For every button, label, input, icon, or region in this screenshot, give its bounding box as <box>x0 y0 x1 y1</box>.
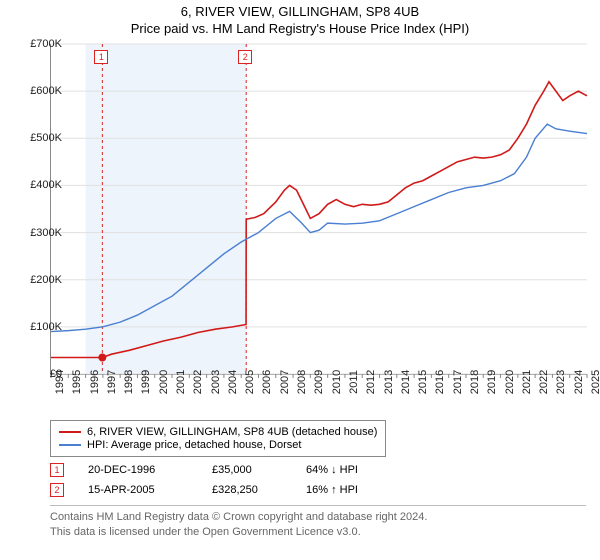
title-line-1: 6, RIVER VIEW, GILLINGHAM, SP8 4UB <box>0 4 600 19</box>
y-tick-label: £100K <box>30 321 62 333</box>
x-tick-label: 1994 <box>54 370 66 394</box>
event-marker-icon: 2 <box>50 483 64 497</box>
x-tick-label: 1996 <box>89 370 101 394</box>
x-tick-label: 2009 <box>313 370 325 394</box>
y-tick-label: £700K <box>30 38 62 50</box>
x-tick-label: 2019 <box>486 370 498 394</box>
x-tick-label: 2021 <box>521 370 533 394</box>
x-tick-label: 2010 <box>331 370 343 394</box>
x-tick-label: 2023 <box>555 370 567 394</box>
x-tick-label: 2022 <box>538 370 550 394</box>
plot-svg <box>51 44 587 374</box>
x-tick-label: 2003 <box>210 370 222 394</box>
chart-titles: 6, RIVER VIEW, GILLINGHAM, SP8 4UB Price… <box>0 0 600 36</box>
x-tick-label: 2008 <box>296 370 308 394</box>
x-tick-label: 1995 <box>71 370 83 394</box>
x-tick-label: 2000 <box>158 370 170 394</box>
event-row: 2 15-APR-2005 £328,250 16% ↑ HPI <box>50 483 586 497</box>
event-marker-icon: 1 <box>50 463 64 477</box>
legend: 6, RIVER VIEW, GILLINGHAM, SP8 4UB (deta… <box>50 420 386 457</box>
y-tick-label: £600K <box>30 85 62 97</box>
x-tick-label: 2004 <box>227 370 239 394</box>
y-tick-label: £500K <box>30 132 62 144</box>
x-tick-label: 2002 <box>192 370 204 394</box>
x-tick-label: 2001 <box>175 370 187 394</box>
event-list: 1 20-DEC-1996 £35,000 64% ↓ HPI 2 15-APR-2005… <box>50 463 586 497</box>
x-tick-label: 1998 <box>123 370 135 394</box>
x-tick-label: 2018 <box>469 370 481 394</box>
footer-line-1: Contains HM Land Registry data © Crown c… <box>50 510 586 525</box>
y-tick-label: £300K <box>30 227 62 239</box>
title-line-2: Price paid vs. HM Land Registry's House … <box>0 21 600 36</box>
legend-label: HPI: Average price, detached house, Dors… <box>87 439 301 451</box>
legend-swatch <box>59 444 81 446</box>
x-tick-label: 2025 <box>590 370 600 394</box>
x-tick-label: 1997 <box>106 370 118 394</box>
event-price: £35,000 <box>212 464 282 476</box>
event-marker-2: 2 <box>238 50 252 64</box>
legend-swatch <box>59 431 81 433</box>
x-tick-label: 2024 <box>573 370 585 394</box>
chart-container: 6, RIVER VIEW, GILLINGHAM, SP8 4UB Price… <box>0 0 600 560</box>
event-price: £328,250 <box>212 484 282 496</box>
x-tick-label: 2013 <box>383 370 395 394</box>
y-tick-label: £200K <box>30 274 62 286</box>
x-tick-label: 2016 <box>434 370 446 394</box>
event-marker-1: 1 <box>94 50 108 64</box>
x-tick-label: 2017 <box>452 370 464 394</box>
x-tick-label: 2011 <box>348 370 360 394</box>
legend-row: HPI: Average price, detached house, Dors… <box>59 439 377 451</box>
event-delta: 64% ↓ HPI <box>306 464 358 476</box>
plot-area <box>50 44 587 375</box>
x-tick-label: 2007 <box>279 370 291 394</box>
x-tick-label: 2014 <box>400 370 412 394</box>
x-tick-label: 2012 <box>365 370 377 394</box>
event-date: 20-DEC-1996 <box>88 464 188 476</box>
event-date: 15-APR-2005 <box>88 484 188 496</box>
legend-row: 6, RIVER VIEW, GILLINGHAM, SP8 4UB (deta… <box>59 426 377 438</box>
x-tick-label: 2020 <box>504 370 516 394</box>
below-chart: 6, RIVER VIEW, GILLINGHAM, SP8 4UB (deta… <box>50 420 586 540</box>
event-row: 1 20-DEC-1996 £35,000 64% ↓ HPI <box>50 463 586 477</box>
x-tick-label: 1999 <box>140 370 152 394</box>
footer: Contains HM Land Registry data © Crown c… <box>50 505 586 540</box>
legend-label: 6, RIVER VIEW, GILLINGHAM, SP8 4UB (deta… <box>87 426 377 438</box>
y-tick-label: £400K <box>30 179 62 191</box>
x-tick-label: 2015 <box>417 370 429 394</box>
x-tick-label: 2005 <box>244 370 256 394</box>
x-tick-label: 2006 <box>261 370 273 394</box>
footer-line-2: This data is licensed under the Open Gov… <box>50 525 586 540</box>
event-delta: 16% ↑ HPI <box>306 484 358 496</box>
